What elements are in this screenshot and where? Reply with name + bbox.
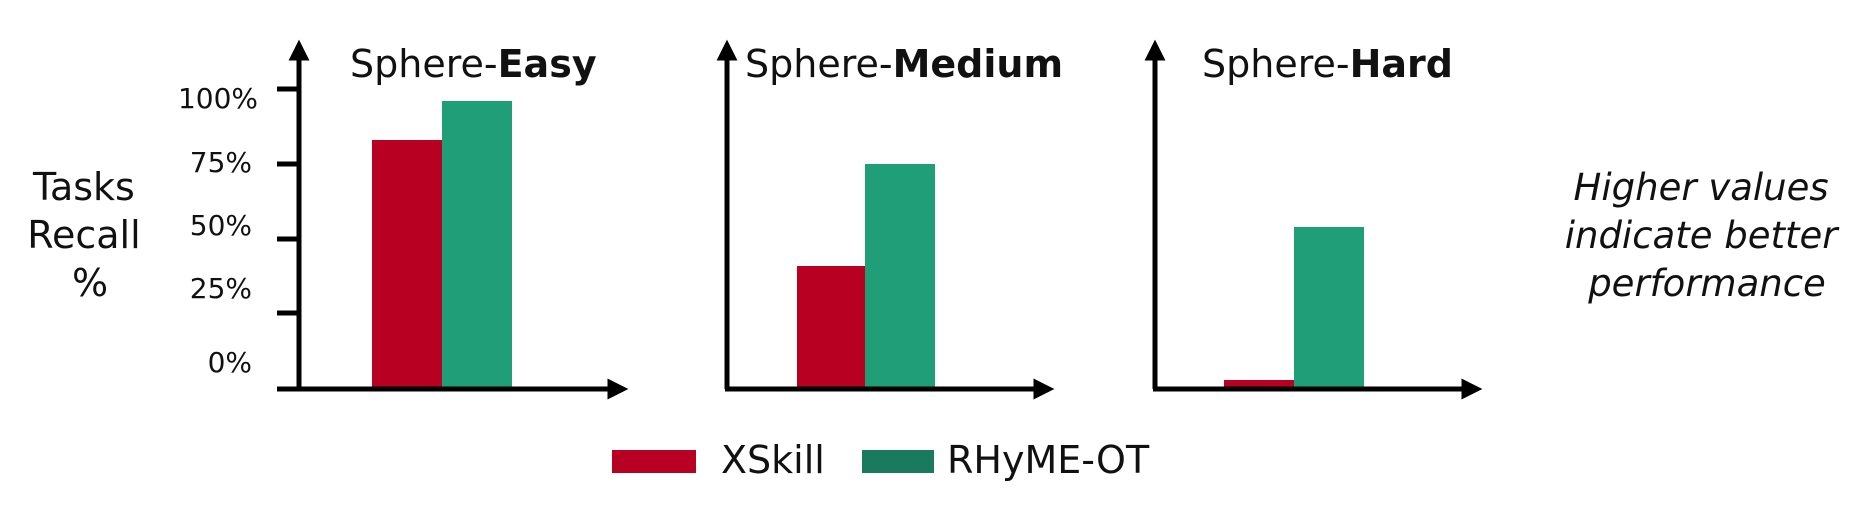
bar-medium-rhyme-ot — [865, 164, 935, 389]
y-tick-label-50: 50% — [190, 209, 252, 242]
y-axis-title-line-1: Tasks — [32, 165, 135, 209]
panel-medium: Sphere-Medium — [716, 39, 1063, 400]
y-tick-label-25: 25% — [190, 272, 252, 305]
legend-swatch-rhyme-ot — [862, 450, 934, 473]
y-tick-label-75: 75% — [190, 146, 252, 179]
annotation-note-line-1: Higher values — [1574, 166, 1829, 209]
legend-label-xskill: XSkill — [721, 438, 825, 482]
annotation-note: Higher values indicate better performanc… — [1565, 166, 1850, 305]
annotation-note-line-2: indicate better — [1565, 214, 1841, 257]
y-axis-title-line-3: % — [72, 261, 108, 305]
panel-easy: Sphere-Easy — [277, 39, 629, 400]
panel-hard: Sphere-Hard — [1144, 39, 1483, 400]
panel-title-medium: Sphere-Medium — [745, 42, 1063, 86]
bar-easy-rhyme-ot — [442, 101, 512, 389]
bar-hard-rhyme-ot — [1294, 227, 1364, 389]
y-axis-title: Tasks Recall % — [27, 165, 152, 305]
y-tick-label-0: 0% — [208, 346, 252, 379]
bar-easy-xskill — [372, 140, 442, 389]
y-tick-labels: 0% 25% 50% 75% 100% — [178, 82, 258, 379]
legend-label-rhyme-ot: RHyME-OT — [947, 438, 1150, 482]
bar-medium-xskill — [797, 266, 865, 389]
y-axis-title-line-2: Recall — [27, 213, 140, 257]
legend: XSkill RHyME-OT — [612, 438, 1150, 482]
y-tick-label-100: 100% — [178, 82, 258, 115]
panel-title-easy: Sphere-Easy — [350, 42, 597, 86]
bar-hard-xskill — [1224, 380, 1294, 389]
annotation-note-line-3: performance — [1587, 262, 1826, 305]
panel-title-hard: Sphere-Hard — [1202, 42, 1453, 86]
legend-swatch-xskill — [612, 450, 696, 473]
